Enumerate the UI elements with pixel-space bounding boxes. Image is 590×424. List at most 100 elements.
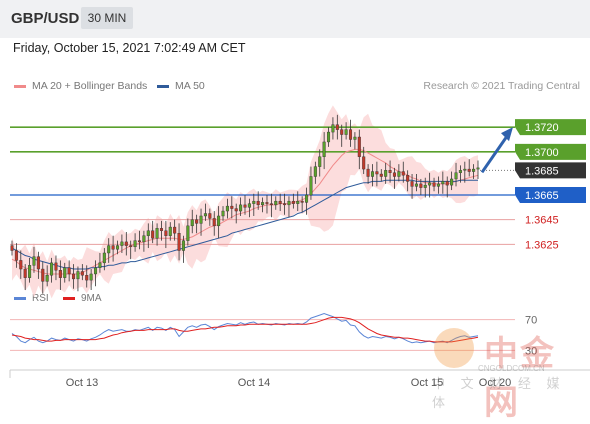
candle [28, 257, 32, 283]
candle [217, 206, 221, 239]
candle [309, 166, 313, 200]
candle-body [441, 181, 445, 185]
candle-body [230, 205, 234, 209]
candle-body [155, 228, 159, 239]
candle [159, 220, 163, 241]
candle-body [89, 273, 93, 281]
candle [353, 132, 357, 150]
candle-body [265, 202, 269, 204]
price-chart: 1.3720 1.3700 1.3685 1.3665 1.3645 1.3625 70 30… [9, 105, 590, 389]
candle-body [45, 274, 49, 282]
candle [313, 161, 317, 184]
candle-body [340, 129, 344, 135]
candle [261, 197, 265, 213]
candle [45, 265, 49, 287]
candle-body [305, 194, 309, 203]
candle-body [80, 271, 84, 276]
legend-9ma-swatch [63, 297, 75, 300]
legend-ma20-label: MA 20 + Bollinger Bands [32, 80, 148, 92]
candle [410, 174, 414, 199]
candle [129, 240, 133, 260]
candle [305, 187, 309, 215]
candle-body [19, 260, 23, 270]
candle [318, 149, 322, 177]
candle [234, 203, 238, 224]
candle [146, 223, 150, 249]
candle-body [322, 141, 326, 157]
candle-body [362, 156, 366, 170]
candle-body [14, 250, 18, 261]
candle [164, 220, 168, 249]
candle-body [41, 268, 45, 282]
candle [239, 197, 243, 216]
candle-body [436, 183, 440, 187]
timeframe-button[interactable]: 30 MIN [81, 7, 133, 29]
candle-body [375, 171, 379, 175]
candle [388, 160, 392, 183]
candle-body [195, 219, 199, 224]
candle-body [406, 175, 410, 182]
candle-body [278, 200, 282, 204]
candle-body [348, 129, 353, 140]
candle [225, 198, 229, 219]
candle [428, 172, 432, 198]
candle-body [450, 178, 454, 186]
symbol-title: GBP/USD [11, 10, 80, 27]
forecast-arrow-shaft [480, 136, 508, 174]
legend-ma20-swatch [14, 84, 26, 88]
candle-body [318, 156, 322, 167]
level-label-3: 1.3665 [515, 187, 586, 203]
candle [199, 208, 203, 236]
candle [181, 235, 185, 263]
candle-body [67, 267, 71, 275]
watermark-subtitle: 中 文 财 经 媒 体 [432, 376, 566, 410]
x-tick-1: Oct 14 [238, 377, 270, 389]
level-label-0: 1.3720 [515, 119, 586, 136]
candle-body [366, 168, 370, 177]
candle [463, 161, 467, 183]
level-label-4: 1.3645 [525, 215, 559, 227]
candle-body [50, 262, 54, 276]
candle-body [102, 252, 106, 264]
candle [278, 193, 282, 212]
candle [230, 196, 234, 219]
candle-body [85, 274, 89, 281]
candle-body [239, 204, 243, 212]
candle-body [199, 215, 203, 224]
candle-body [94, 267, 98, 275]
candle-body [159, 228, 163, 231]
candle [445, 176, 449, 198]
candle-body [335, 124, 339, 130]
candle-body [331, 124, 335, 133]
candle-body [300, 200, 304, 203]
candle-body [28, 265, 32, 278]
candle-body [344, 129, 348, 135]
candle [10, 240, 14, 256]
watermark-logo-icon [434, 328, 474, 368]
candle-body [225, 205, 229, 212]
candle [327, 127, 331, 147]
candle [379, 169, 383, 182]
candle [441, 171, 445, 194]
candle [23, 264, 27, 290]
candle-body [186, 225, 190, 241]
candle [265, 195, 269, 214]
level-tag-3 [515, 187, 586, 203]
candle-body [76, 271, 80, 280]
x-tick-3: Oct 20 [479, 377, 511, 389]
level-tag-0 [515, 119, 586, 136]
candle [287, 196, 291, 218]
candle-body [36, 256, 40, 270]
candle-body [467, 168, 471, 172]
candle-body [133, 240, 137, 248]
research-credit: Research © 2021 Trading Central [423, 80, 580, 92]
candle-body [32, 256, 36, 266]
level-value-0: 1.3720 [525, 122, 559, 134]
candle [41, 261, 45, 294]
candle [186, 218, 190, 246]
legend-ma50-swatch [157, 84, 169, 88]
candle [142, 230, 146, 252]
rsi-tick-1: 30 [525, 345, 537, 357]
candle-body [388, 170, 392, 173]
candle-body [370, 171, 375, 177]
